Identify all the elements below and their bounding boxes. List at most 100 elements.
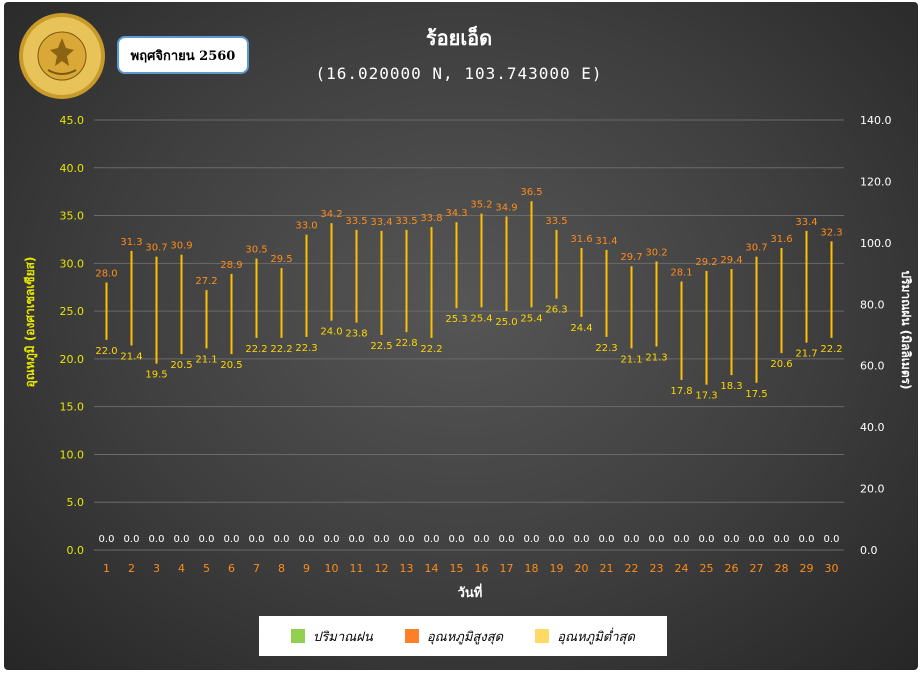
y2-axis-label: ปริมาณฝน (มิลลิเมตร) [899, 270, 913, 389]
max-temp-label: 28.0 [95, 268, 117, 279]
y-tick-label: 35.0 [60, 210, 85, 223]
min-temp-label: 26.3 [545, 305, 567, 316]
legend-swatch-rain [291, 629, 306, 643]
x-tick-label: 28 [775, 562, 789, 575]
min-temp-label: 25.0 [495, 317, 517, 328]
y-tick-label: 0.0 [67, 544, 85, 557]
max-temp-label: 30.2 [645, 247, 667, 258]
rain-label: 0.0 [274, 534, 290, 545]
y-tick-label: 40.0 [60, 162, 85, 175]
x-tick-label: 16 [475, 562, 489, 575]
min-temp-label: 22.3 [595, 343, 617, 354]
x-tick-label: 7 [253, 562, 260, 575]
rain-label: 0.0 [324, 534, 340, 545]
x-tick-label: 23 [650, 562, 664, 575]
x-tick-label: 22 [625, 562, 639, 575]
left-axis-ticks: 0.0 5.0 10.0 15.0 20.0 25.0 30.0 35.0 40.0 45.0 [60, 114, 85, 557]
max-temp-label: 31.3 [120, 237, 142, 248]
min-temp-label: 20.5 [220, 360, 242, 371]
rain-label: 0.0 [149, 534, 165, 545]
legend: ปริมาณฝน อุณหภูมิสูงสุด อุณหภูมิต่ำสุด [259, 616, 667, 656]
min-temp-label: 22.0 [95, 346, 117, 357]
max-temp-label: 33.0 [295, 221, 317, 232]
rain-label: 0.0 [574, 534, 590, 545]
rain-label: 0.0 [124, 534, 140, 545]
min-temp-label: 22.2 [245, 344, 267, 355]
min-temp-label: 24.0 [320, 327, 342, 338]
chart-title: ร้อยเอ็ด [425, 26, 493, 50]
min-temp-label: 22.2 [420, 344, 442, 355]
max-temp-label: 34.9 [495, 203, 517, 214]
min-temp-label: 21.4 [120, 352, 142, 363]
max-temp-label: 30.9 [170, 241, 192, 252]
y2-tick-label: 80.0 [860, 298, 885, 311]
x-tick-label: 19 [550, 562, 564, 575]
min-temp-label: 22.8 [395, 338, 417, 349]
rain-label: 0.0 [424, 534, 440, 545]
max-temp-label: 33.8 [420, 213, 442, 224]
rain-label: 0.0 [799, 534, 815, 545]
chart-frame: พฤศจิกายน 2560 ร้อยเอ็ด (16.020000 N, 10… [4, 2, 918, 670]
max-temp-label: 33.5 [345, 216, 367, 227]
x-tick-label: 30 [825, 562, 839, 575]
x-tick-label: 21 [600, 562, 614, 575]
min-temp-label: 21.3 [645, 352, 667, 363]
temperature-rain-chart: 0.05.010.015.020.025.030.035.040.045.0 0… [23, 114, 913, 601]
max-temp-label: 30.7 [145, 243, 167, 254]
x-tick-label: 9 [303, 562, 310, 575]
max-temp-label: 32.3 [820, 227, 842, 238]
max-temp-label: 28.1 [670, 267, 692, 278]
max-temp-label: 27.2 [195, 276, 217, 287]
y-tick-label: 10.0 [60, 448, 85, 461]
min-temp-label: 18.3 [720, 381, 742, 392]
min-temp-label: 19.5 [145, 370, 167, 381]
legend-swatch-min-temp [535, 629, 550, 643]
max-temp-label: 31.6 [570, 234, 592, 245]
rain-label: 0.0 [449, 534, 465, 545]
max-temp-label: 28.9 [220, 260, 242, 271]
meteorological-department-logo [19, 13, 105, 99]
y-tick-label: 25.0 [60, 305, 85, 318]
y2-tick-label: 120.0 [860, 175, 892, 188]
y-tick-label: 5.0 [67, 496, 85, 509]
legend-item-min-temp: อุณหภูมิต่ำสุด [535, 626, 635, 647]
legend-item-rain: ปริมาณฝน [291, 626, 373, 647]
x-tick-label: 11 [350, 562, 364, 575]
legend-label-min-temp: อุณหภูมิต่ำสุด [557, 629, 635, 645]
x-tick-label: 15 [450, 562, 464, 575]
max-temp-label: 29.4 [720, 255, 742, 266]
gridlines [94, 119, 844, 551]
max-temp-label: 35.2 [470, 200, 492, 211]
min-temp-label: 23.8 [345, 329, 367, 340]
y-tick-label: 30.0 [60, 257, 85, 270]
y2-tick-label: 0.0 [860, 544, 878, 557]
x-tick-label: 5 [203, 562, 210, 575]
x-tick-label: 1 [103, 562, 110, 575]
y-axis-label: อุณหภูมิ (องศาเซลเซียส) [23, 257, 38, 388]
x-tick-label: 3 [153, 562, 160, 575]
rain-label: 0.0 [774, 534, 790, 545]
min-temp-label: 20.6 [770, 359, 792, 370]
month-label: พฤศจิกายน 2560 [117, 36, 249, 74]
min-temp-label: 21.1 [195, 354, 217, 365]
x-tick-label: 24 [675, 562, 689, 575]
max-temp-label: 31.6 [770, 234, 792, 245]
min-temp-label: 22.2 [820, 344, 842, 355]
y2-tick-label: 20.0 [860, 483, 885, 496]
rain-label: 0.0 [599, 534, 615, 545]
legend-item-max-temp: อุณหภูมิสูงสุด [404, 626, 503, 647]
min-temp-label: 25.3 [445, 314, 467, 325]
rain-label: 0.0 [674, 534, 690, 545]
rain-label: 0.0 [374, 534, 390, 545]
rain-label: 0.0 [699, 534, 715, 545]
rain-label: 0.0 [99, 534, 115, 545]
min-temp-label: 20.5 [170, 360, 192, 371]
min-temp-label: 17.5 [745, 389, 767, 400]
x-tick-label: 27 [750, 562, 764, 575]
x-tick-label: 26 [725, 562, 739, 575]
min-temp-label: 22.5 [370, 341, 392, 352]
max-temp-label: 33.4 [370, 217, 392, 228]
max-temp-label: 30.5 [245, 245, 267, 256]
rain-label: 0.0 [474, 534, 490, 545]
rain-label: 0.0 [349, 534, 365, 545]
